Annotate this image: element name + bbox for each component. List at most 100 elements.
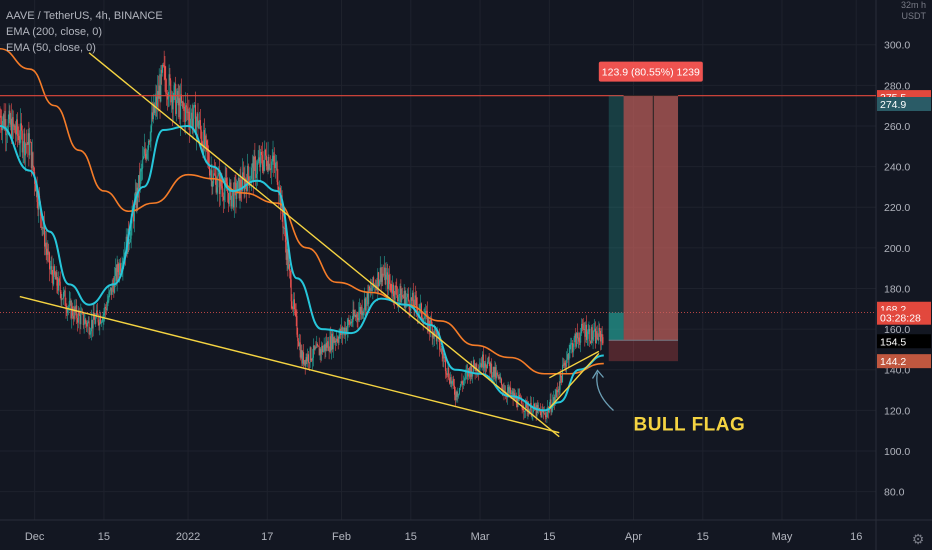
candle-body-436 — [359, 307, 361, 313]
candle-body-134 — [110, 287, 112, 291]
candle-body-694 — [571, 343, 573, 353]
candle-body-265 — [218, 172, 220, 176]
candle-body-312 — [256, 163, 258, 174]
candle-body-561 — [462, 383, 464, 386]
candle-body-696 — [573, 337, 575, 348]
candle-body-301 — [247, 165, 249, 177]
candle-body-716 — [590, 341, 592, 344]
candle-body-595 — [490, 363, 492, 373]
candle-body-124 — [101, 321, 103, 323]
candle-body-431 — [355, 315, 357, 317]
candle-body-241 — [198, 125, 200, 129]
candle-body-334 — [275, 162, 277, 168]
candle-body-133 — [109, 290, 111, 293]
price-label-bg-4 — [877, 334, 931, 349]
candle-body-435 — [358, 312, 360, 321]
ema-200-legend[interactable]: EMA (200, close, 0) — [6, 26, 102, 38]
candle-body-672 — [553, 397, 555, 403]
candle-body-594 — [489, 362, 491, 373]
candle-body-22 — [17, 133, 19, 136]
candle-body-419 — [345, 327, 347, 336]
candle-body-408 — [336, 338, 338, 342]
candle-body-264 — [217, 175, 219, 188]
candle-body-279 — [229, 182, 231, 187]
candle-body-680 — [560, 372, 562, 378]
candle-body-708 — [583, 329, 585, 330]
candle-body-411 — [338, 335, 340, 343]
candle-body-651 — [536, 404, 538, 416]
ema-50-legend[interactable]: EMA (50, close, 0) — [6, 42, 96, 54]
candle-body-16 — [12, 117, 14, 127]
candle-body-343 — [282, 213, 284, 228]
candle-body-104 — [85, 319, 87, 323]
candle-body-380 — [312, 345, 314, 358]
candle-body-274 — [225, 178, 227, 183]
candle-body-34 — [27, 133, 29, 145]
candle-body-535 — [440, 348, 442, 351]
candle-body-98 — [80, 313, 82, 325]
candle-body-221 — [181, 101, 183, 103]
candle-body-345 — [284, 227, 286, 229]
candle-body-285 — [234, 182, 236, 184]
candle-body-351 — [289, 264, 291, 271]
candle-body-353 — [290, 279, 292, 302]
candle-body-478 — [393, 296, 395, 300]
candle-body-713 — [587, 331, 589, 339]
candle-body-207 — [170, 80, 172, 103]
candle-body-662 — [545, 415, 547, 417]
candle-body-586 — [482, 354, 484, 368]
candle-body-369 — [303, 360, 305, 365]
candle-body-188 — [154, 104, 156, 113]
candle-body-656 — [540, 411, 542, 418]
gear-icon[interactable]: ⚙ — [911, 531, 925, 547]
candle-body-73 — [59, 281, 61, 292]
candle-body-518 — [426, 311, 428, 329]
candle-body-471 — [388, 274, 390, 290]
candle-body-390 — [321, 345, 323, 354]
x-tick-label-5: 15 — [405, 531, 417, 543]
trendline-2 — [548, 352, 600, 409]
candle-body-62 — [50, 266, 52, 269]
x-tick-label-6: Mar — [471, 531, 490, 543]
candle-body-377 — [310, 347, 312, 361]
candle-body-74 — [60, 291, 62, 301]
candle-body-488 — [402, 295, 404, 297]
candle-body-354 — [291, 301, 293, 308]
candle-body-677 — [557, 389, 559, 393]
candle-body-521 — [429, 327, 431, 331]
candle-body-4 — [2, 114, 4, 121]
symbol-title[interactable]: AAVE / TetherUS, 4h, BINANCE — [6, 10, 163, 22]
candle-body-637 — [524, 400, 526, 411]
candle-body-269 — [221, 186, 223, 188]
price-label-3: 03:28:28 — [880, 313, 921, 325]
candle-body-460 — [378, 280, 380, 286]
candle-body-271 — [223, 196, 225, 201]
candle-body-347 — [285, 242, 287, 260]
candle-body-385 — [317, 343, 319, 346]
trendline-0 — [88, 52, 560, 438]
candle-body-18 — [14, 125, 16, 133]
candle-body-111 — [91, 319, 93, 332]
candle-body-61 — [49, 268, 51, 270]
candle-body-237 — [194, 104, 196, 135]
candle-body-652 — [537, 404, 539, 409]
candle-body-352 — [289, 270, 291, 280]
candle-body-127 — [104, 306, 106, 314]
candle-body-272 — [223, 189, 225, 201]
candle-body-362 — [298, 341, 300, 347]
candle-body-223 — [183, 107, 185, 109]
candle-body-710 — [585, 324, 587, 337]
candle-body-505 — [416, 297, 418, 307]
candle-body-721 — [594, 328, 596, 331]
candle-body-373 — [307, 354, 309, 362]
candle-body-179 — [147, 149, 149, 152]
candle-body-105 — [86, 322, 88, 327]
candle-body-556 — [458, 393, 460, 395]
candle-body-251 — [206, 140, 208, 151]
candle-body-449 — [369, 288, 371, 291]
candle-body-712 — [586, 338, 588, 341]
candle-body-329 — [270, 161, 272, 170]
candle-body-247 — [203, 130, 205, 154]
candle-body-357 — [293, 299, 295, 310]
candle-body-93 — [76, 305, 78, 318]
